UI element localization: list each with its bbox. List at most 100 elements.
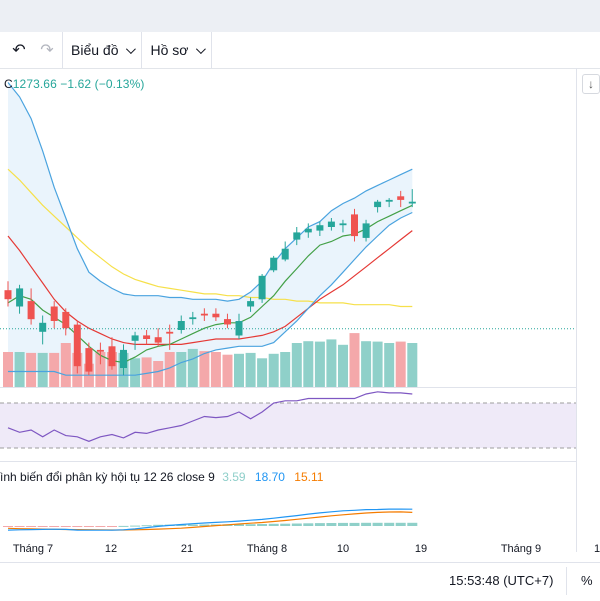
candle-body <box>212 313 220 318</box>
volume-bar <box>83 363 94 388</box>
macd-histogram-bar <box>291 523 302 526</box>
volume-bar <box>141 357 152 388</box>
chevron-down-icon <box>196 43 207 54</box>
macd-histogram-bar <box>3 526 13 527</box>
status-bar-divider <box>566 567 567 595</box>
window-top-bar <box>0 0 600 33</box>
time-axis-label: 10 <box>336 543 350 555</box>
macd-histogram-bar <box>60 526 71 527</box>
chevron-down-icon <box>126 43 137 54</box>
redo-icon[interactable]: ↷ <box>40 42 54 59</box>
volume-bar <box>234 353 244 388</box>
volume-bar <box>164 352 175 388</box>
download-icon[interactable]: ↓ <box>582 74 600 94</box>
macd-line <box>7 508 413 531</box>
macd-histogram-bar <box>83 526 94 527</box>
candle-body <box>4 290 12 300</box>
candle-body <box>327 221 335 227</box>
price-scale-border <box>576 68 577 552</box>
candle-body <box>39 322 47 332</box>
macd-histogram-bar <box>280 523 291 526</box>
macd-legend-params: 12 26 close 9 <box>143 470 215 484</box>
volume-bar <box>153 361 164 388</box>
volume-bar <box>49 352 60 388</box>
macd-histogram-bar <box>130 525 141 527</box>
volume-bar <box>107 352 117 388</box>
macd-histogram-bar <box>361 522 372 526</box>
time-axis-label: 12 <box>104 543 118 555</box>
candle-body <box>16 288 24 307</box>
macd-histogram-bar <box>118 525 129 527</box>
macd-histogram-bar <box>314 523 325 526</box>
macd-histogram-bar <box>268 523 279 526</box>
status-bar: 15:53:48 (UTC+7) % <box>0 562 600 601</box>
percent-scale-button[interactable]: % <box>581 573 593 588</box>
ma-slow-line <box>7 168 413 308</box>
macd-histogram-bar <box>37 526 48 527</box>
candle-body <box>27 301 35 320</box>
macd-histogram-bar <box>407 522 418 526</box>
volume-bar <box>199 351 210 388</box>
candle-body <box>189 317 197 320</box>
time-axis-label: 1 <box>593 543 600 555</box>
toolbar-divider <box>62 32 63 68</box>
candle-body <box>304 228 312 233</box>
macd-histogram-bar <box>49 526 60 527</box>
profile-menu-button[interactable]: Hồ sơ <box>142 32 211 68</box>
macd-histogram-bar <box>14 526 25 527</box>
chart-menu-label: Biểu đồ <box>71 42 119 58</box>
macd-histogram-bar <box>176 524 187 526</box>
time-axis-label: Tháng 8 <box>246 543 288 555</box>
ma-mid-line <box>7 230 413 345</box>
price-legend-prefix: C <box>4 77 13 91</box>
chart-menu-button[interactable]: Biểu đồ <box>63 32 141 68</box>
macd-histogram-bar <box>326 523 337 526</box>
undo-icon[interactable]: ↶ <box>12 42 26 59</box>
bollinger-lower-line <box>8 211 413 376</box>
profile-menu-label: Hồ sơ <box>150 42 189 58</box>
macd-histogram-bar <box>338 522 348 526</box>
volume-bar <box>314 341 325 388</box>
candle-body <box>62 311 70 329</box>
volume-bar <box>372 341 383 388</box>
macd-histogram-bar <box>26 526 37 527</box>
volume-bar <box>384 343 395 388</box>
macd-histogram-bar <box>257 524 268 526</box>
macd-histogram-bar <box>372 522 383 526</box>
time-axis[interactable]: Tháng 7 12 21 Tháng 8 10 19 Tháng 9 1 <box>0 537 600 561</box>
macd-legend: ình biến đổi phân kỳ hội tụ 12 26 close … <box>0 470 323 484</box>
volume-bar <box>268 353 279 388</box>
candle-body <box>385 199 393 202</box>
volume-bar <box>407 343 418 388</box>
candle-body <box>200 313 208 316</box>
volume-bar <box>210 352 221 388</box>
macd-histogram-bar <box>153 524 164 526</box>
price-legend-change: −1.62 <box>60 77 92 91</box>
chart-canvas[interactable] <box>0 68 576 538</box>
candle-body <box>362 223 370 238</box>
volume-bar <box>257 358 268 388</box>
volume-bar <box>3 352 13 388</box>
macd-histogram-bar <box>234 524 244 526</box>
macd-histogram-bar <box>107 526 117 527</box>
candle-body <box>85 348 93 372</box>
macd-histogram-bar <box>349 522 360 526</box>
volume-bar <box>361 341 372 388</box>
volume-bar <box>130 358 141 388</box>
candle-body <box>339 223 347 226</box>
price-legend-change-pct: (−0.13%) <box>94 77 145 91</box>
candle-body <box>96 349 104 352</box>
volume-bar <box>291 343 302 388</box>
clock-readout[interactable]: 15:53:48 (UTC+7) <box>449 573 554 588</box>
candle-body <box>108 346 116 367</box>
macd-legend-title: ình biến đổi phân kỳ hội tụ <box>0 470 141 484</box>
volume-bar <box>26 352 37 388</box>
price-legend-close: 1273.66 <box>12 77 57 91</box>
volume-bar <box>303 341 314 388</box>
volume-bar <box>14 352 25 388</box>
time-axis-label: Tháng 7 <box>12 543 54 555</box>
candle-body <box>143 335 151 339</box>
time-axis-label: 19 <box>414 543 428 555</box>
candle-body <box>408 201 416 204</box>
rsi-band-fill <box>0 403 576 448</box>
